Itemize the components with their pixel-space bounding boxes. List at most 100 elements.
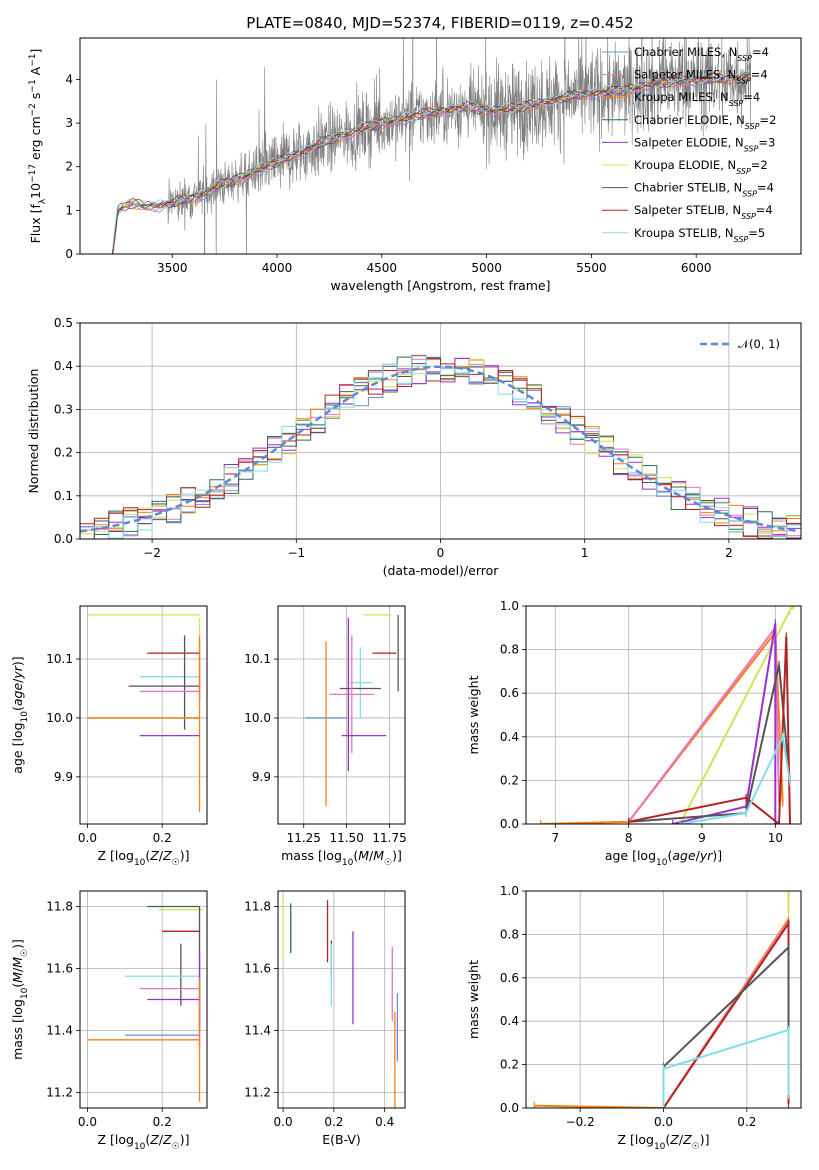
tick-label-y: 11.2	[46, 1086, 73, 1100]
tick-label-y: 1.0	[500, 884, 519, 898]
tick-label-x: 0.2	[737, 1115, 756, 1129]
data-spectrum-line	[112, 38, 751, 254]
plot-area-mass-vs-Z	[87, 905, 204, 1102]
tick-label-y: 10.0	[244, 711, 271, 725]
residual-histogram	[80, 355, 801, 539]
plot-area-weight-vs-age	[540, 606, 795, 824]
tick-label-y: 10.0	[46, 711, 73, 725]
weight-line	[628, 636, 791, 824]
tick-label-y: 0.5	[54, 316, 73, 330]
tick-label-y: 0.8	[500, 643, 519, 657]
panel-residuals: −2 −1 0 1 2 0.0 0.1 0.2 0.3 0.4 0.5	[54, 316, 802, 560]
plot-area-residuals	[80, 354, 801, 539]
tick-label-x: 3500	[157, 261, 188, 275]
tick-label-y: 0.1	[54, 489, 73, 503]
tick-label-y: 11.2	[244, 1086, 271, 1100]
tick-label-y: 0.4	[54, 359, 73, 373]
axes-frame	[525, 605, 802, 825]
axes-frame	[277, 890, 406, 1109]
tick-label-y: 0.2	[500, 773, 519, 787]
tick-label-y: 9.9	[54, 770, 73, 784]
panel-weight-vs-age: 7 8 9 10 0.0 0.2 0.4 0.6 0.8 1.0	[500, 599, 802, 845]
plot-area-age-vs-mass	[305, 614, 399, 807]
tick-label-y: 0.0	[500, 1101, 519, 1115]
plot-area-weight-vs-Z	[533, 891, 790, 1108]
tick-label-x: 5500	[576, 261, 607, 275]
y-axis-label: mass [log10(M/M☉)]	[10, 939, 30, 1060]
tick-label-x: 0.2	[153, 1115, 172, 1129]
panel-mass-vs-Z: 0.0 0.2 11.2 11.4 11.6 11.8	[46, 890, 208, 1129]
tick-label-y: 0.0	[500, 817, 519, 831]
tick-label-x: 7	[552, 831, 560, 845]
spectrum-legend: Chabrier MILES, NSSP=4 Salpeter MILES, NS…	[602, 45, 776, 243]
model-spectrum-line	[112, 69, 751, 250]
weight-line	[534, 918, 790, 1108]
y-axis-label: Normed distribution	[26, 369, 41, 494]
tick-label-x: 0.0	[654, 1115, 673, 1129]
tick-label-x: 0.2	[153, 831, 172, 845]
tick-label-y: 9.9	[252, 770, 271, 784]
tick-label-y: 10.1	[244, 652, 271, 666]
tick-label-y: 10.1	[46, 652, 73, 666]
axes-frame	[79, 605, 208, 825]
weight-line	[679, 733, 791, 824]
legend-entry: Chabrier ELODIE, NSSP=2	[634, 113, 776, 131]
panel-spectrum: 3500 4000 4500 5000 5500 6000 0 1 2 3 4	[65, 37, 802, 275]
tick-label-x: 6000	[681, 261, 712, 275]
tick-label-x: 0.0	[78, 831, 97, 845]
tick-label-y: 2	[65, 160, 73, 174]
legend-entry: Kroupa ELODIE, NSSP=2	[634, 158, 768, 176]
tick-label-x: 11.25	[287, 831, 321, 845]
y-axis-label: mass weight	[466, 960, 481, 1039]
panel-age-vs-Z: 0.0 0.2 9.9 10.0 10.1	[46, 605, 208, 845]
tick-label-x: 5000	[471, 261, 502, 275]
tick-label-y: 0.0	[54, 532, 73, 546]
tick-label-x: 4500	[367, 261, 398, 275]
tick-label-x: 0.4	[375, 1115, 394, 1129]
weight-line	[628, 664, 791, 823]
x-axis-label: Z [log10(Z/Z☉)]	[97, 848, 189, 868]
x-axis-label: wavelength [Angstrom, rest frame]	[330, 278, 550, 293]
tick-label-x: 1	[581, 546, 589, 560]
panels-group: 3500 4000 4500 5000 5500 6000 0 1 2 3 4 Chabrier MI…	[10, 37, 802, 1152]
axes-frame	[79, 37, 802, 255]
legend-entry: Kroupa STELIB, NSSP=5	[634, 226, 765, 244]
tick-label-y: 1	[65, 203, 73, 217]
panel-mass-vs-ebv: 0.0 0.2 0.4 11.2 11.4 11.6 11.8	[244, 890, 406, 1129]
residual-histogram	[80, 354, 801, 539]
legend-entry: Salpeter STELIB, NSSP=4	[634, 203, 773, 221]
weight-line	[662, 1028, 790, 1108]
tick-label-y: 11.6	[244, 962, 271, 976]
normal-reference-curve	[80, 365, 799, 533]
axes-frame	[79, 890, 208, 1109]
panel-age-vs-mass: 11.25 11.50 11.75 9.9 10.0 10.1	[244, 605, 407, 845]
tick-label-y: 0.3	[54, 402, 73, 416]
tick-label-y: 1.0	[500, 599, 519, 613]
tick-label-y: 11.8	[46, 900, 73, 914]
y-axis-label: mass weight	[466, 675, 481, 754]
tick-label-y: 0.6	[500, 971, 519, 985]
legend-entry: Chabrier MILES, NSSP=4	[634, 45, 769, 63]
tick-label-y: 0.4	[500, 1014, 519, 1028]
x-axis-label: mass [log10(M/M☉)]	[281, 848, 402, 868]
weight-line	[662, 920, 790, 1108]
tick-label-y: 11.6	[46, 962, 73, 976]
plot-area-age-vs-Z	[87, 614, 201, 813]
tick-label-y: 11.4	[46, 1024, 73, 1038]
tick-label-x: 4000	[262, 261, 293, 275]
weight-line	[540, 629, 784, 824]
legend-entry: Kroupa MILES, NSSP=4	[634, 90, 760, 108]
tick-label-x: 11.50	[329, 831, 363, 845]
tick-label-x: −1	[287, 546, 305, 560]
legend-entry: 𝒩(0, 1)	[738, 337, 780, 351]
x-axis-label: E(B-V)	[322, 1132, 361, 1147]
x-axis-label: Z [log10(Z/Z☉)]	[617, 1132, 709, 1152]
model-spectrum-line	[112, 73, 751, 254]
y-axis-label: Flux [fλ10−17 erg cm−2 s−1 A−1]	[28, 49, 48, 244]
legend-entry: Salpeter MILES, NSSP=4	[634, 68, 768, 86]
tick-label-y: 0.4	[500, 730, 519, 744]
y-axis-label: age [log10(age/yr)]	[10, 656, 30, 773]
tick-label-x: 8	[625, 831, 633, 845]
tick-label-y: 0.8	[500, 927, 519, 941]
